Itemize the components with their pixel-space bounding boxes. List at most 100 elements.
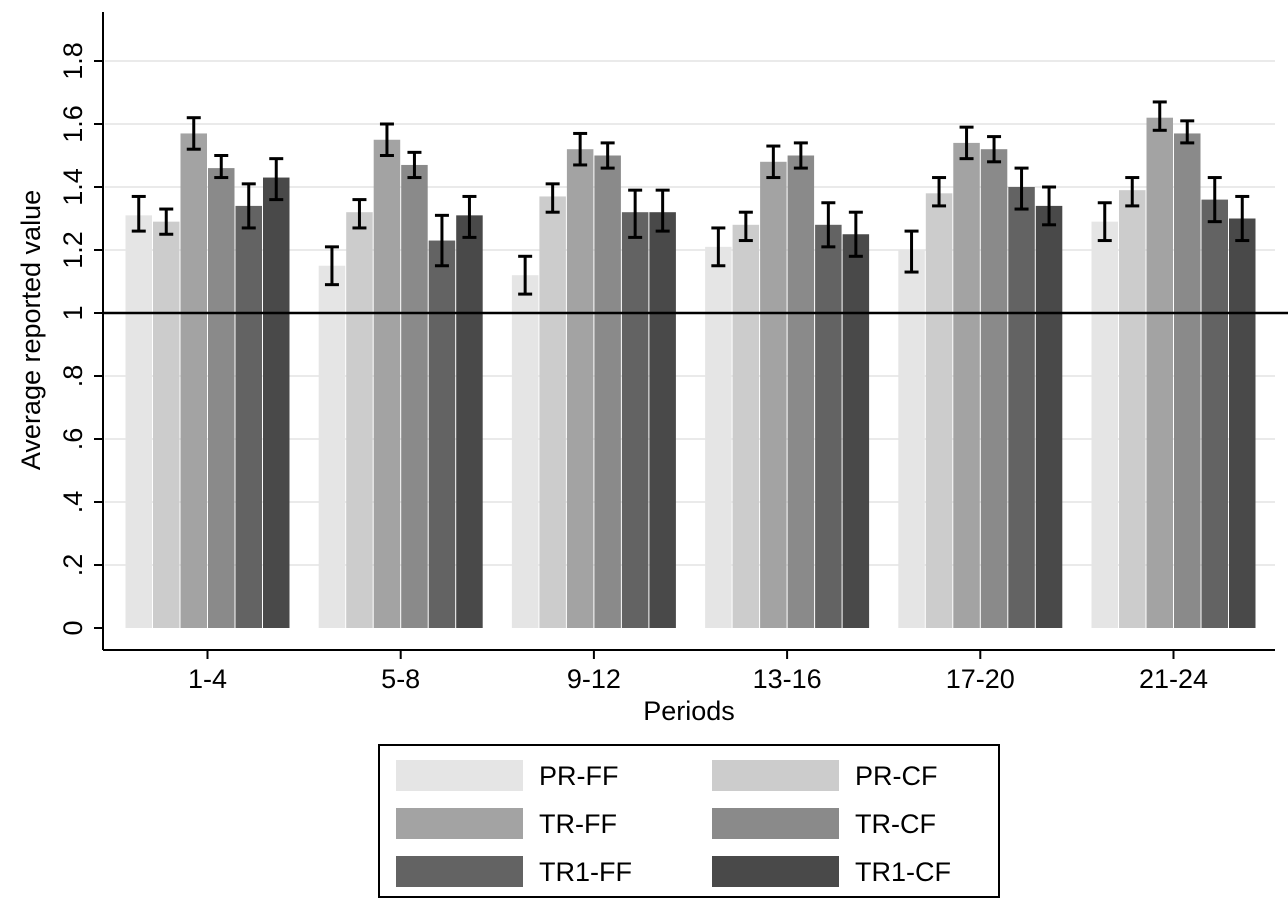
legend-label: TR-CF [855,809,936,839]
bar [787,155,815,628]
error-bar [186,116,201,151]
legend-item: TR1-FF [396,856,632,887]
bars [125,117,1256,629]
error-bar [324,245,339,287]
x-tick-label: 21-24 [1139,664,1208,694]
bar [153,221,180,628]
bar [428,240,456,629]
bar [705,246,732,628]
bar [898,250,925,628]
x-tick-label: 9-12 [567,664,621,694]
legend-swatch [396,856,523,887]
legend-label: TR1-FF [539,857,632,887]
x-tick-label: 1-4 [188,664,227,694]
y-tick-label: 1.6 [58,105,88,143]
error-bar [1125,176,1140,208]
error-bar [1207,176,1222,224]
bar [1201,199,1228,628]
y-tick-label: .6 [58,428,88,451]
error-bar [655,188,670,233]
error-bar [932,176,947,208]
error-bar [214,154,229,180]
error-bar [600,141,615,170]
error-bar [131,194,146,233]
bar [539,196,566,628]
error-bar [518,254,533,296]
legend-swatch [712,760,839,791]
error-bar [241,182,256,230]
legend-swatch [396,760,523,791]
error-bar [1042,185,1057,227]
legend-item: TR-FF [396,808,617,839]
error-bar [1014,166,1029,211]
y-tick-label: .4 [58,491,88,514]
error-bar [1235,194,1250,243]
bar [235,205,262,628]
bar [456,215,483,628]
error-bar [379,122,394,157]
bar [401,164,428,628]
bar [1035,205,1063,628]
legend-label: PR-FF [539,761,618,791]
legend-swatch [712,808,839,839]
bar [594,155,621,628]
bar [373,139,401,628]
bar [649,212,676,628]
bar [760,161,787,629]
legend-label: PR-CF [855,761,938,791]
axes: 0 .2 .4 .6 .8 1 1.2 1.4 1.6 1.8 1-4 5-8 9-12 13-16 17-… [58,12,1288,694]
bar [621,212,649,628]
error-bar [545,182,560,214]
y-tick-label: 0 [58,620,88,635]
y-tick-label: 1 [58,305,88,320]
bar [1146,117,1173,628]
legend-swatch [396,808,523,839]
bar [815,224,842,629]
legend-label: TR-FF [539,809,617,839]
bar [511,275,539,628]
y-tick-label: .8 [58,365,88,388]
error-bar [987,135,1002,164]
y-tick-label: .2 [58,554,88,577]
error-bar [848,210,863,258]
bar [953,142,980,628]
error-bar [269,157,284,202]
error-bar [573,131,588,167]
error-bar [352,198,367,230]
error-bar [628,188,643,239]
bar [318,265,346,628]
legend-swatch [712,856,839,887]
error-bar [159,207,174,236]
bar [125,215,152,628]
y-tick-label: 1.4 [58,168,88,206]
error-bar [738,210,753,243]
bar [980,149,1008,628]
legend-item: TR-CF [712,808,936,839]
x-tick-label: 13-16 [753,664,822,694]
bar [180,133,207,628]
bar [566,149,594,628]
bar [208,168,235,628]
error-bar [904,229,919,274]
error-bar [407,150,422,180]
error-bar [462,194,477,239]
error-bar [793,141,808,170]
bar [263,177,290,629]
y-tick-label: 1.2 [58,231,88,269]
legend-item: TR1-CF [712,856,951,887]
bar [732,224,760,629]
bar [346,212,373,628]
legend-item: PR-FF [396,760,618,791]
bar [1091,221,1118,628]
bar [1119,190,1146,628]
y-tick-label: 1.8 [58,42,88,80]
bar [925,193,953,629]
legend-label: TR1-CF [855,857,951,887]
error-bar [1152,100,1167,132]
x-tick-label: 17-20 [946,664,1015,694]
legend-item: PR-CF [712,760,938,791]
bar [1174,133,1201,628]
error-bar [434,213,449,268]
